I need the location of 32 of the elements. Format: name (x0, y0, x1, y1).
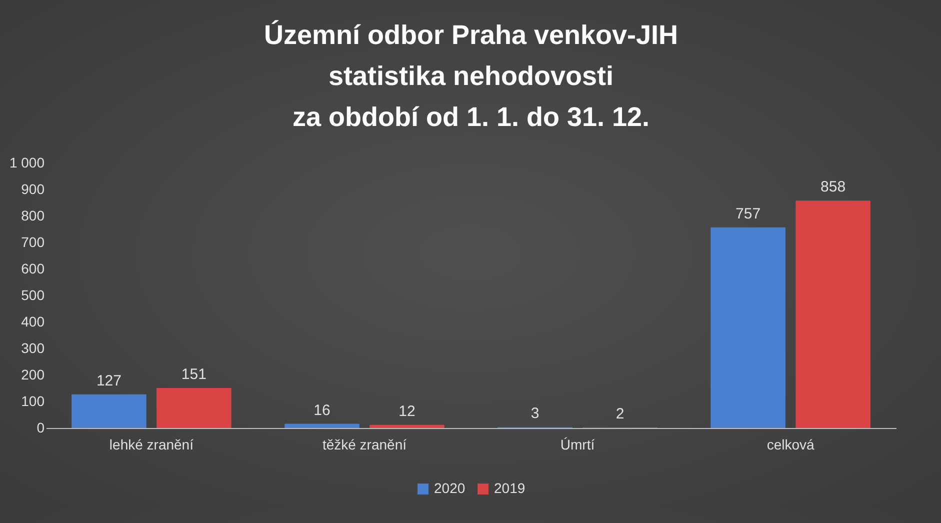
legend-label: 2020 (434, 480, 466, 496)
y-tick-label: 1 000 (9, 154, 45, 170)
y-tick-label: 200 (21, 366, 45, 382)
data-label: 12 (398, 402, 416, 420)
y-tick-label: 700 (21, 234, 45, 250)
bar (370, 424, 444, 428)
bar (284, 424, 360, 428)
data-label: 127 (96, 372, 122, 390)
data-label: 858 (820, 178, 846, 196)
data-label: 757 (736, 205, 761, 222)
data-label: 3 (530, 405, 540, 422)
y-tick-label: 800 (21, 208, 45, 224)
legend-label: 2019 (494, 480, 526, 496)
data-label: 151 (181, 366, 206, 383)
x-tick-label: celková (766, 436, 814, 452)
y-tick-label: 500 (21, 287, 45, 303)
chart-title: Územní odbor Praha venkov-JIH statistika nehodovosti za období od 1. 1. do 31. 12. (264, 20, 678, 132)
y-tick-label: 100 (21, 393, 45, 409)
bar (796, 200, 870, 428)
bar (156, 388, 232, 428)
y-tick-label: 600 (21, 260, 45, 276)
bar (710, 227, 786, 428)
x-tick-label: těžké zranění (322, 436, 407, 452)
x-tick-label: lehké zranění (109, 436, 194, 452)
bar (72, 394, 146, 428)
data-label: 16 (314, 402, 330, 419)
y-tick-label: 400 (21, 314, 45, 330)
y-tick-label: 900 (21, 181, 45, 197)
y-tick-label: 0 (36, 420, 45, 436)
x-tick-label: Úmrtí (560, 436, 595, 452)
data-label: 2 (616, 405, 624, 422)
y-tick-label: 300 (21, 340, 45, 356)
